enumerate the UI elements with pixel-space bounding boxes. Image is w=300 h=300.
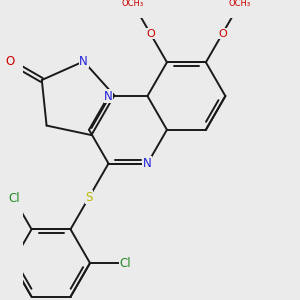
Text: S: S <box>85 191 93 204</box>
Text: Cl: Cl <box>8 192 20 206</box>
Text: OCH₃: OCH₃ <box>122 0 144 8</box>
Text: N: N <box>143 157 152 170</box>
Text: N: N <box>104 89 113 103</box>
Text: O: O <box>5 55 14 68</box>
Text: N: N <box>79 55 88 68</box>
Text: Cl: Cl <box>119 256 131 269</box>
Text: O: O <box>146 28 155 39</box>
Text: O: O <box>218 28 227 39</box>
Text: OCH₃: OCH₃ <box>229 0 251 8</box>
